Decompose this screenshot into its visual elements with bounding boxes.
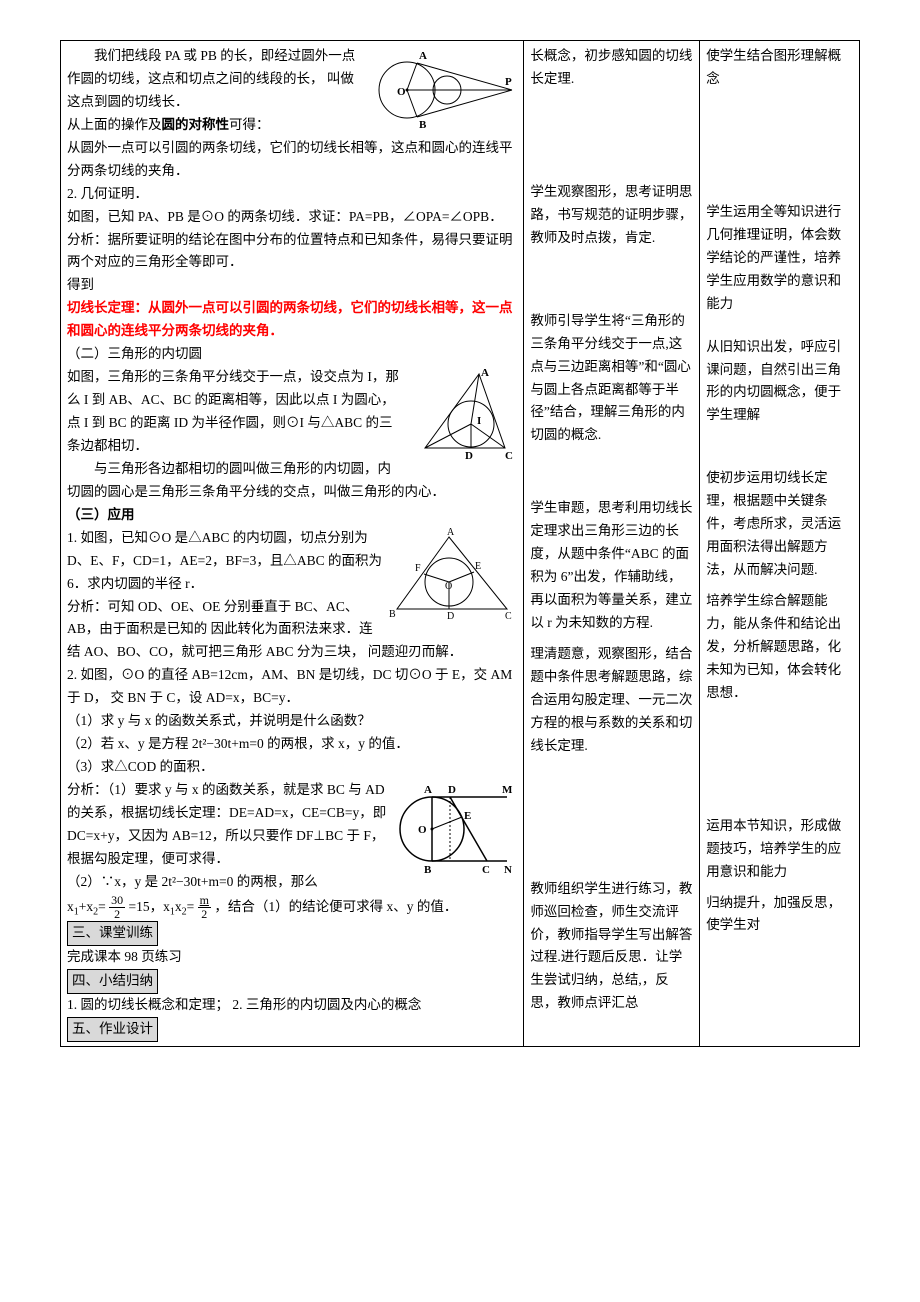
svg-text:A: A — [424, 784, 432, 796]
svg-text:N: N — [504, 864, 512, 876]
svg-text:C: C — [505, 611, 512, 622]
mid-r3: 教师引导学生将“三角形的三条角平分线交于一点,这点与三边距离相等”和“圆心与圆上… — [530, 310, 693, 448]
mid-r1: 长概念，初步感知圆的切线长定理. — [530, 45, 693, 91]
figure-tangent-problem: A D M E O B C N — [392, 779, 517, 884]
svg-text:C: C — [505, 450, 513, 461]
right-r6: 运用本节知识，形成做题技巧，培养学生的应用意识和能力 — [706, 815, 853, 884]
heading-sec2: （二）三角形的内切圆 — [67, 343, 517, 366]
svg-text:C: C — [482, 864, 490, 876]
right-r3: 从旧知识出发，呼应引课问题，自然引出三角形的内切圆概念，便于学生理解 — [706, 336, 853, 428]
svg-text:F: F — [415, 563, 421, 574]
lesson-table: A O B P 我们把线段 PA 或 PB 的长，即经过圆外一点作圆的切线，这点… — [60, 40, 860, 1047]
svg-text:O: O — [397, 86, 406, 98]
mid-r6: 教师组织学生进行练习，教师巡回检查，师生交流评价，教师指导学生写出解答过程.进行… — [530, 878, 693, 1016]
figure-incircle-2: A F E O B D C — [387, 527, 517, 622]
problem-2-q2: （2）若 x、y 是方程 2t²−30t+m=0 的两根，求 x，y 的值． — [67, 733, 517, 756]
right-r1: 使学生结合图形理解概念 — [706, 45, 853, 91]
svg-text:D: D — [448, 784, 456, 796]
section-5-label: 五、作业设计 — [67, 1017, 158, 1042]
para-incircle-def: 与三角形各边都相切的圆叫做三角形的内切圆，内切圆的圆心是三角形三条角平分线的交点… — [67, 458, 517, 504]
problem-2-q1: （1）求 y 与 x 的函数关系式，并说明是什么函数？ — [67, 710, 517, 733]
figure-incircle-1: A I D C — [407, 366, 517, 461]
main-column: A O B P 我们把线段 PA 或 PB 的长，即经过圆外一点作圆的切线，这点… — [61, 41, 524, 1047]
right-r2: 学生运用全等知识进行几何推理证明，体会数学结论的严谨性，培养学生应用数学的意识和… — [706, 201, 853, 316]
mid-r2: 学生观察图形，思考证明思路，书写规范的证明步骤，教师及时点拨，肯定. — [530, 181, 693, 250]
svg-text:O: O — [445, 581, 452, 592]
svg-text:M: M — [502, 784, 513, 796]
para-conclusion1: 从圆外一点可以引圆的两条切线，它们的切线长相等，这点和圆心的连线平分两条切线的夹… — [67, 137, 517, 183]
svg-text:E: E — [464, 810, 471, 822]
problem-2: 2. 如图，⊙O 的直径 AB=12cm，AM、BN 是切线，DC 切⊙O 于 … — [67, 664, 517, 710]
svg-text:A: A — [481, 367, 489, 379]
mid-r5: 理清题意，观察图形，结合题中条件思考解题思路，综合运用勾股定理、一元二次方程的根… — [530, 643, 693, 758]
svg-text:P: P — [505, 76, 512, 88]
svg-text:D: D — [465, 450, 473, 461]
svg-text:E: E — [475, 561, 481, 572]
svg-text:D: D — [447, 611, 454, 622]
section-3-label: 三、课堂训练 — [67, 921, 158, 946]
svg-text:B: B — [419, 119, 427, 131]
svg-text:B: B — [389, 609, 396, 620]
svg-text:A: A — [447, 527, 455, 538]
figure-tangent-circle: A O B P — [367, 45, 517, 135]
heading-sec3: （三）应用 — [67, 504, 517, 527]
para-given: 如图，已知 PA、PB 是⊙O 的两条切线．求证：PA=PB，∠OPA=∠OPB… — [67, 206, 517, 229]
svg-text:O: O — [418, 824, 427, 836]
right-r5: 培养学生综合解题能力，能从条件和结论出发，分析解题思路，化未知为已知，体会转化思… — [706, 590, 853, 705]
right-r7: 归纳提升，加强反思，使学生对 — [706, 892, 853, 938]
svg-text:B: B — [424, 864, 432, 876]
mid-column: 长概念，初步感知圆的切线长定理. 学生观察图形，思考证明思路，书写规范的证明步骤… — [524, 41, 700, 1047]
svg-text:A: A — [419, 50, 427, 62]
right-column: 使学生结合图形理解概念 学生运用全等知识进行几何推理证明，体会数学结论的严谨性，… — [700, 41, 860, 1047]
analysis-2-vieta: x1+x2= 302 =15，x1x2= m2 ，结合（1）的结论便可求得 x、… — [67, 894, 517, 921]
para-exercise: 完成课本 98 页练习 — [67, 946, 517, 969]
heading-geom-proof: 2. 几何证明． — [67, 183, 517, 206]
section-4-label: 四、小结归纳 — [67, 969, 158, 994]
right-r4: 使初步运用切线长定理，根据题中关键条件，考虑所求，灵活运用面积法得出解题方法，从… — [706, 467, 853, 582]
problem-2-q3: （3）求△COD 的面积． — [67, 756, 517, 779]
para-obtain: 得到 — [67, 274, 517, 297]
para-summary: 1. 圆的切线长概念和定理； 2. 三角形的内切圆及内心的概念 — [67, 994, 517, 1017]
mid-r4: 学生审题，思考利用切线长定理求出三角形三边的长度，从题中条件“ABC 的面积为 … — [530, 497, 693, 635]
para-analysis1: 分析：据所要证明的结论在图中分布的位置特点和已知条件，易得只要证明两个对应的三角… — [67, 229, 517, 275]
theorem-tangent-length: 切线长定理：从圆外一点可以引圆的两条切线，它们的切线长相等，这一点和圆心的连线平… — [67, 297, 517, 343]
svg-text:I: I — [477, 415, 481, 427]
